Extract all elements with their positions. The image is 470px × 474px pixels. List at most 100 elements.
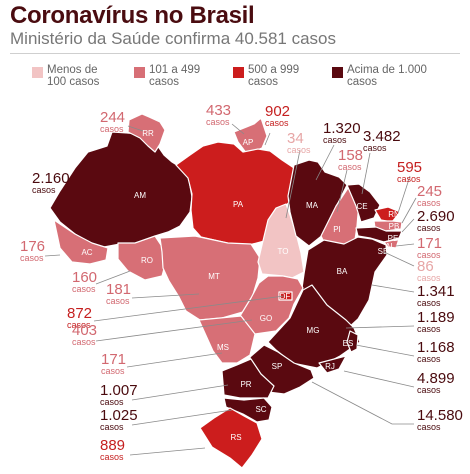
case-unit-ap: casos: [206, 117, 230, 127]
case-count-pa: 902: [265, 103, 290, 120]
case-count-es: 1.168: [417, 339, 455, 356]
case-unit-ro: casos: [72, 284, 96, 294]
callout-line-ma: [315, 144, 335, 181]
state-abbr-pa: PA: [233, 200, 244, 209]
state-abbr-ce: CE: [356, 202, 367, 211]
case-count-ro: 160: [72, 269, 97, 286]
case-unit-ac: casos: [20, 253, 44, 263]
state-pe: [355, 226, 403, 243]
callout-line-mg: [345, 325, 415, 329]
state-abbr-rs: RS: [230, 433, 241, 442]
state-am: [49, 131, 193, 248]
legend-swatch: [233, 67, 244, 78]
case-unit-ma: casos: [323, 135, 347, 145]
case-count-rj: 4.899: [417, 370, 455, 387]
case-unit-ce: casos: [363, 143, 387, 153]
state-abbr-rj: RJ: [325, 362, 335, 371]
state-abbr-ms: MS: [217, 343, 229, 352]
callout-line-pi: [336, 169, 348, 213]
case-unit-go: casos: [72, 337, 96, 347]
callout-line-ro: [95, 270, 131, 285]
state-abbr-df: DF: [280, 292, 291, 301]
state-abbr-rr: RR: [142, 129, 154, 138]
case-unit-pr: casos: [100, 397, 124, 407]
callout-line-ac: [44, 254, 61, 257]
state-abbr-ba: BA: [337, 267, 348, 276]
map-subtitle: Ministério da Saúde confirma 40.581 caso…: [10, 29, 337, 48]
case-count-al: 171: [417, 235, 442, 252]
legend-label: Acima de 1.000 casos: [347, 64, 427, 88]
case-unit-es: casos: [417, 354, 441, 364]
case-count-sc: 1.025: [100, 407, 138, 424]
case-unit-ba: casos: [417, 298, 441, 308]
state-abbr-sp: SP: [272, 362, 283, 371]
state-pr: [221, 358, 275, 399]
legend-label: 101 a 499 casos: [149, 64, 201, 88]
case-unit-mt: casos: [106, 296, 130, 306]
case-count-to: 34: [287, 130, 304, 147]
case-count-ce: 3.482: [363, 128, 401, 145]
state-abbr-se: SE: [378, 247, 389, 256]
case-count-rn: 595: [397, 159, 422, 176]
callout-line-pr: [131, 384, 229, 401]
callout-line-ce: [361, 152, 371, 195]
state-abbr-am: AM: [134, 191, 146, 200]
callout-line-ms: [126, 352, 223, 368]
case-count-rs: 889: [100, 437, 125, 454]
case-unit-rn: casos: [397, 174, 421, 184]
map-title: Coronavírus no Brasil: [10, 2, 255, 29]
state-abbr-go: GO: [260, 314, 272, 323]
state-df: [278, 291, 293, 301]
case-count-ma: 1.320: [323, 120, 361, 137]
callout-line-df: [93, 295, 285, 322]
case-count-pi: 158: [338, 147, 363, 164]
case-count-ap: 433: [206, 102, 231, 119]
case-unit-am: casos: [32, 185, 56, 195]
legend-label: Menos de 100 casos: [47, 64, 100, 88]
state-abbr-rn: RN: [388, 210, 400, 219]
case-unit-rj: casos: [417, 385, 441, 395]
state-ap: [233, 117, 268, 155]
legend-swatch: [32, 67, 43, 78]
case-unit-sp: casos: [417, 422, 441, 432]
state-abbr-pe: PE: [388, 234, 399, 243]
case-count-ac: 176: [20, 238, 45, 255]
case-count-rr: 244: [100, 109, 125, 126]
legend-swatch: [332, 67, 343, 78]
callout-line-pa: [264, 132, 271, 146]
state-mg: [267, 284, 361, 369]
state-abbr-mg: MG: [307, 326, 320, 335]
case-count-se: 86: [417, 258, 434, 275]
state-abbr-sc: SC: [255, 405, 266, 414]
callout-line-rs: [129, 447, 206, 456]
state-es: [346, 330, 359, 353]
callout-line-al: [395, 243, 415, 247]
case-unit-rs: casos: [100, 452, 124, 462]
callout-line-se: [383, 251, 415, 267]
case-count-pr: 1.007: [100, 382, 138, 399]
callout-line-rj: [343, 370, 415, 388]
case-unit-sc: casos: [100, 422, 124, 432]
case-count-sp: 14.580: [417, 407, 463, 424]
state-rn: [374, 206, 401, 223]
state-al: [383, 238, 400, 249]
state-mt: [159, 235, 261, 321]
header-divider: [10, 53, 460, 54]
case-count-go: 403: [72, 322, 97, 339]
state-abbr-pi: PI: [333, 225, 341, 234]
case-count-pb: 245: [417, 183, 442, 200]
case-count-pe: 2.690: [417, 208, 455, 225]
legend-label: 500 a 999 casos: [248, 64, 300, 88]
case-count-df: 872: [67, 305, 92, 322]
callout-line-rr: [127, 125, 144, 132]
case-count-mg: 1.189: [417, 309, 455, 326]
callout-line-go: [95, 319, 253, 342]
state-ac: [53, 219, 109, 265]
case-unit-rr: casos: [100, 124, 124, 134]
callout-line-rn: [397, 175, 411, 214]
state-abbr-es: ES: [343, 339, 354, 348]
callout-line-pe: [401, 218, 415, 233]
case-count-ms: 171: [101, 351, 126, 368]
case-unit-pa: casos: [265, 118, 289, 128]
